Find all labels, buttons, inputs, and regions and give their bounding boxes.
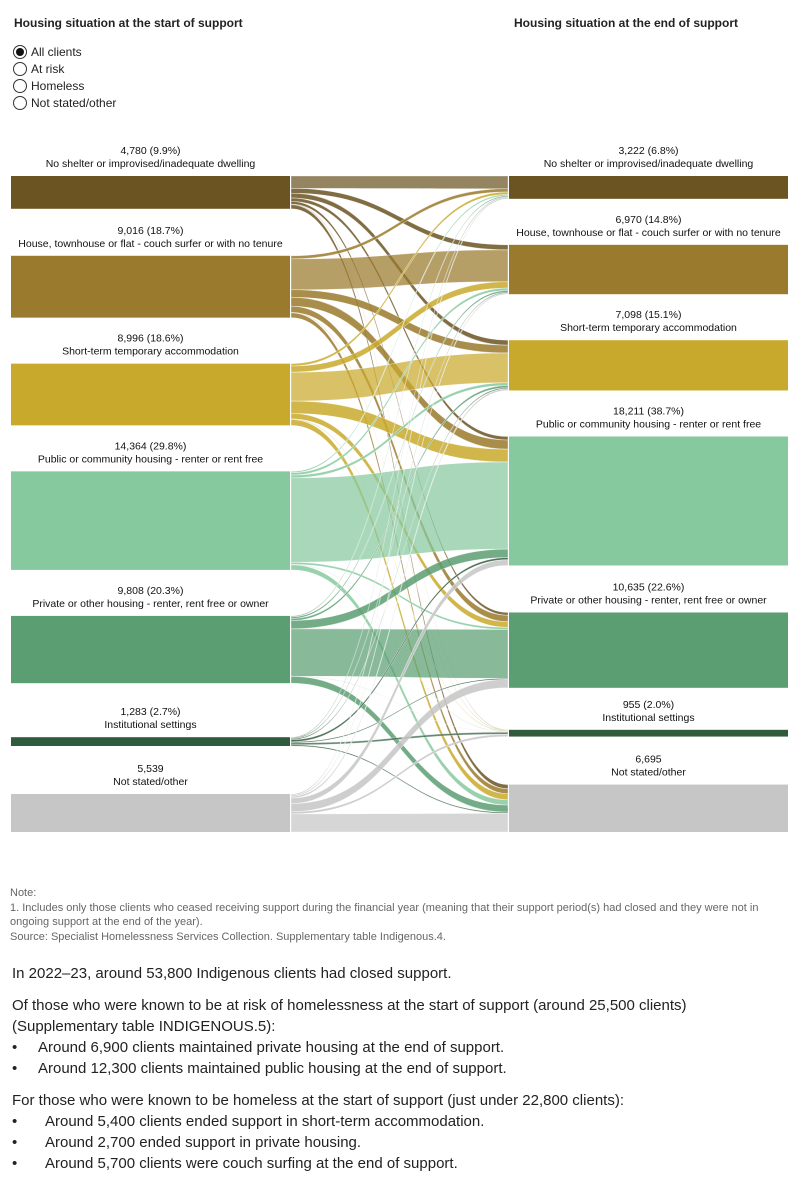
list-item: Around 6,900 clients maintained private … [12, 1037, 792, 1058]
start-node-name-label: Private or other housing - renter, rent … [32, 598, 269, 610]
source-text: Source: Specialist Homelessness Services… [10, 930, 446, 943]
summary-at-risk-intro: Of those who were known to be at risk of… [12, 997, 687, 1035]
end-node-value-label: 7,098 (15.1%) [616, 309, 682, 321]
summary-intro: In 2022–23, around 53,800 Indigenous cli… [12, 965, 452, 982]
radio-label: Not stated/other [31, 95, 117, 110]
summary-homeless-intro: For those who were known to be homeless … [12, 1092, 624, 1109]
end-node-name-label: Private or other housing - renter, rent … [530, 594, 767, 606]
start-node-name-label: Institutional settings [104, 719, 196, 731]
end-node-value-label: 6,970 (14.8%) [616, 214, 682, 226]
start-node-bar[interactable] [11, 363, 290, 426]
end-node-bar[interactable] [509, 176, 788, 199]
end-node-value-label: 6,695 [635, 754, 661, 766]
end-node-bar[interactable] [509, 436, 788, 566]
end-node-bar[interactable] [509, 244, 788, 295]
start-node-value-label: 8,996 (18.6%) [118, 333, 184, 345]
start-node-name-label: No shelter or improvised/inadequate dwel… [46, 158, 256, 170]
radio-label: At risk [31, 61, 65, 76]
homeless-list: Around 5,400 clients ended support in sh… [12, 1111, 792, 1174]
start-node-bar[interactable] [11, 793, 290, 832]
start-node-value-label: 9,016 (18.7%) [118, 225, 184, 237]
end-node-value-label: 3,222 (6.8%) [618, 145, 678, 157]
start-node-bar[interactable] [11, 471, 290, 570]
start-node-value-label: 5,539 [137, 763, 163, 775]
flow-link [290, 197, 509, 796]
radio-unselected-icon [13, 95, 27, 110]
end-node-name-label: Not stated/other [611, 767, 686, 779]
start-node-bar[interactable] [11, 615, 290, 684]
start-node-name-label: House, townhouse or flat - couch surfer … [18, 238, 283, 250]
radio-all-clients[interactable]: All clients [13, 43, 116, 60]
end-node-name-label: No shelter or improvised/inadequate dwel… [544, 158, 754, 170]
radio-unselected-icon [13, 78, 27, 93]
list-item: Around 12,300 clients maintained public … [12, 1058, 792, 1079]
end-nodes: 3,222 (6.8%)No shelter or improvised/ina… [509, 145, 788, 832]
start-node-value-label: 4,780 (9.9%) [120, 145, 180, 157]
end-node-value-label: 18,211 (38.7%) [613, 405, 684, 417]
start-node-value-label: 9,808 (20.3%) [118, 585, 184, 597]
radio-label: Homeless [31, 78, 85, 93]
start-node-bar[interactable] [11, 737, 290, 746]
end-node-value-label: 10,635 (22.6%) [613, 581, 685, 593]
flow-link [290, 734, 509, 815]
flow-link [290, 679, 509, 813]
end-node-bar[interactable] [509, 729, 788, 737]
start-node-bar[interactable] [11, 176, 290, 209]
start-nodes: 4,780 (9.9%)No shelter or improvised/ina… [11, 145, 290, 832]
end-node-name-label: Public or community housing - renter or … [536, 418, 761, 430]
client-type-filter: All clients At risk Homeless Not stated/… [13, 43, 116, 111]
list-item: Around 5,700 clients were couch surfing … [12, 1153, 792, 1174]
summary-text: In 2022–23, around 53,800 Indigenous cli… [12, 963, 792, 1174]
sankey-links [290, 175, 509, 833]
end-node-name-label: Institutional settings [602, 712, 694, 724]
at-risk-list: Around 6,900 clients maintained private … [12, 1037, 792, 1079]
flow-link [290, 461, 509, 563]
start-node-name-label: Not stated/other [113, 776, 188, 788]
start-node-name-label: Public or community housing - renter or … [38, 453, 263, 465]
end-node-value-label: 955 (2.0%) [623, 699, 674, 711]
note-text: 1. Includes only those clients who cease… [10, 901, 759, 929]
end-node-bar[interactable] [509, 340, 788, 391]
radio-selected-icon [13, 44, 27, 59]
end-node-name-label: House, townhouse or flat - couch surfer … [516, 227, 781, 239]
flow-link [290, 813, 509, 833]
start-node-value-label: 14,364 (29.8%) [115, 440, 187, 452]
start-column-title: Housing situation at the start of suppor… [14, 16, 243, 30]
radio-label: All clients [31, 44, 82, 59]
radio-not-stated[interactable]: Not stated/other [13, 94, 116, 111]
flow-link [290, 628, 509, 679]
radio-unselected-icon [13, 61, 27, 76]
radio-at-risk[interactable]: At risk [13, 60, 116, 77]
chart-notes: Note: 1. Includes only those clients who… [10, 886, 795, 944]
start-node-name-label: Short-term temporary accommodation [62, 346, 239, 358]
end-node-bar[interactable] [509, 612, 788, 688]
radio-homeless[interactable]: Homeless [13, 77, 116, 94]
list-item: Around 2,700 ended support in private ho… [12, 1132, 792, 1153]
flow-link [290, 388, 509, 799]
sankey-chart: 4,780 (9.9%)No shelter or improvised/ina… [11, 145, 788, 833]
flow-link [290, 559, 509, 804]
flow-link [290, 292, 509, 797]
end-node-bar[interactable] [509, 784, 788, 832]
end-node-name-label: Short-term temporary accommodation [560, 322, 737, 334]
start-node-bar[interactable] [11, 255, 290, 318]
list-item: Around 5,400 clients ended support in sh… [12, 1111, 792, 1132]
note-label: Note: [10, 887, 37, 899]
end-column-title: Housing situation at the end of support [514, 16, 738, 30]
start-node-value-label: 1,283 (2.7%) [120, 706, 180, 718]
flow-link [290, 175, 509, 190]
